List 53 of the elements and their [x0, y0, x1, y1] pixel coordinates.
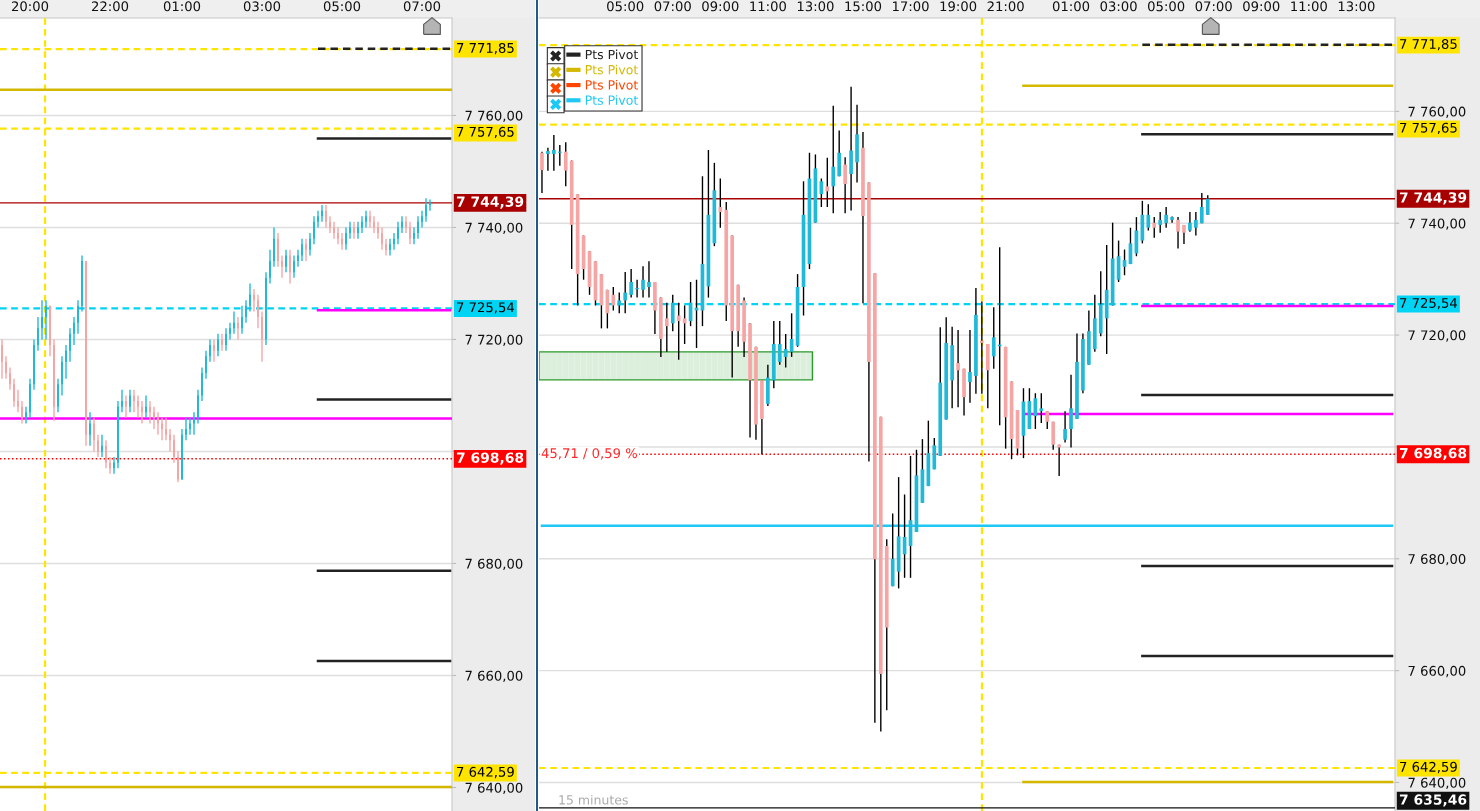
x-tick-label: 13:00 — [797, 1, 834, 12]
x-tick-label: 05:00 — [323, 1, 361, 12]
x-tick-label: 13:00 — [1338, 1, 1375, 12]
y-tick-label: 7 640,00 — [465, 782, 523, 795]
x-tick-label: 19:00 — [940, 1, 977, 12]
y-tick-label: 7 760,00 — [1408, 106, 1466, 118]
x-tick-label: 17:00 — [892, 1, 929, 12]
ref-line-label: 7 744,39 — [1399, 192, 1467, 205]
y-tick-label: 7 740,00 — [465, 222, 523, 234]
y-tick-label: 7 720,00 — [1408, 330, 1466, 342]
legend-label: Pts Pivot — [585, 49, 638, 60]
y-tick-label: 7 680,00 — [1408, 554, 1466, 566]
x-tick-label: 05:00 — [607, 1, 644, 12]
ref-line-label: 7 771,85 — [457, 42, 514, 55]
ref-line-label: 7 698,68 — [1399, 447, 1467, 461]
ref-line-label: 7 725,54 — [1400, 297, 1458, 310]
x-tick-label: 09:00 — [1243, 1, 1280, 12]
y-tick-label: 7 740,00 — [1408, 218, 1466, 230]
x-tick-label: 11:00 — [750, 1, 786, 12]
y-tick-label: 7 680,00 — [465, 558, 523, 571]
x-tick-label: 09:00 — [702, 1, 739, 12]
annotation: 45,71 / 0,59 % — [541, 448, 637, 460]
x-tick-label: 03:00 — [1100, 1, 1137, 12]
x-tick-label: 15:00 — [845, 1, 882, 12]
annotation: 15 minutes — [559, 794, 628, 805]
legend-label: Pts Pivot — [585, 64, 638, 75]
ref-line-label: 7 771,85 — [1400, 38, 1457, 51]
ref-line-label: 7 757,65 — [1400, 122, 1457, 135]
x-tick-label: 21:00 — [987, 1, 1024, 12]
x-tick-label: 01:00 — [1052, 1, 1090, 12]
ref-line-label: 7 635,46 — [1399, 794, 1467, 807]
y-tick-label: 7 640,00 — [1408, 777, 1466, 790]
x-tick-label: 20:00 — [11, 1, 49, 12]
x-tick-label: 03:00 — [243, 1, 281, 12]
y-tick-label: 7 660,00 — [465, 670, 523, 683]
ref-line-label: 7 698,68 — [456, 452, 524, 465]
ref-line-label: 7 757,65 — [457, 126, 514, 139]
ref-line-label: 7 642,59 — [457, 766, 514, 779]
legend-label: Pts Pivot — [585, 79, 638, 90]
legend-label: Pts Pivot — [585, 95, 638, 105]
x-tick-label: 07:00 — [1195, 1, 1232, 12]
ref-line-label: 7 642,59 — [1400, 761, 1457, 774]
x-tick-label: 22:00 — [91, 1, 129, 12]
x-tick-label: 11:00 — [1291, 1, 1327, 12]
y-tick-label: 7 720,00 — [465, 334, 523, 346]
ref-line-label: 7 744,39 — [456, 196, 524, 209]
x-tick-label: 07:00 — [654, 1, 691, 12]
x-tick-label: 05:00 — [1148, 1, 1185, 12]
y-tick-label: 7 660,00 — [1408, 665, 1466, 678]
x-tick-label: 07:00 — [403, 1, 441, 12]
ref-line-label: 7 725,54 — [457, 302, 515, 314]
x-tick-label: 01:00 — [163, 1, 201, 12]
y-tick-label: 7 760,00 — [465, 110, 523, 122]
